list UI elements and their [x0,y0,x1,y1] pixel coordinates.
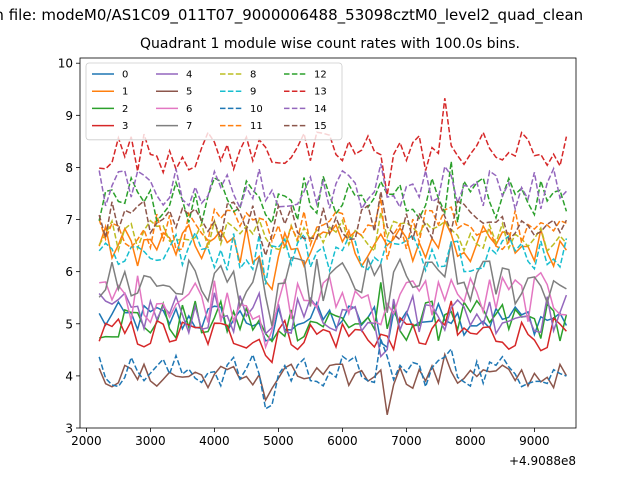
series-line-12 [98,161,568,225]
legend-label-15: 15 [314,121,327,132]
series-group [98,98,568,415]
x-tick-label: 6000 [327,434,358,448]
x-offset-label: +4.9088e8 [509,454,576,468]
x-tick-label: 7000 [391,434,422,448]
y-tick-label: 9 [65,109,73,123]
legend-box [85,62,343,141]
y-tick-label: 5 [65,317,73,331]
legend-label-3: 3 [122,121,128,132]
series-line-3 [98,300,567,364]
y-tick-label: 10 [58,57,73,71]
x-tick-label: 4000 [199,434,230,448]
series-line-11 [98,197,567,260]
series-line-9 [98,230,568,285]
y-tick-label: 4 [65,369,73,383]
legend-label-8: 8 [250,70,256,81]
chart-title: Quadrant 1 module wise count rates with … [140,36,520,52]
series-line-2 [99,282,568,343]
legend-label-9: 9 [250,87,256,98]
legend-label-13: 13 [314,87,327,98]
legend-label-12: 12 [314,70,327,81]
series-line-6 [99,271,567,350]
legend-label-10: 10 [250,104,263,115]
y-tick-label: 6 [65,265,73,279]
y-tick-label: 8 [65,161,73,175]
x-tick-label: 8000 [455,434,486,448]
series-line-5 [98,351,568,415]
y-tick-label: 7 [65,213,73,227]
x-tick-label: 9000 [519,434,550,448]
legend-label-1: 1 [122,87,128,98]
x-tick-label: 3000 [135,434,166,448]
series-line-1 [98,218,568,292]
y-tick-label: 3 [65,422,73,436]
legend-label-6: 6 [186,104,192,115]
legend-label-11: 11 [250,121,263,132]
series-line-4 [98,290,568,359]
legend-label-14: 14 [314,104,327,115]
figure-suptitle: In file: modeM0/AS1C09_011T07_9000006488… [0,6,584,24]
series-line-15 [98,191,568,259]
legend-label-2: 2 [122,104,128,115]
legend-label-4: 4 [186,70,192,81]
legend-label-0: 0 [122,70,128,81]
x-tick-label: 5000 [263,434,294,448]
legend-label-7: 7 [186,121,192,132]
axes-frame [79,57,577,429]
series-line-7 [98,241,567,327]
x-tick-label: 2000 [71,434,102,448]
legend-label-5: 5 [186,87,192,98]
